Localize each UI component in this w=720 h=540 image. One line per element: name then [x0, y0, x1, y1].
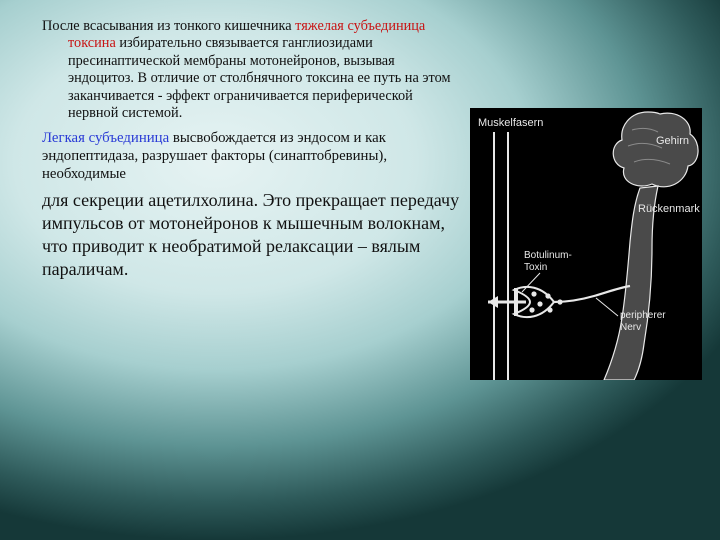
- label-botulinum-1: Botulinum-: [524, 250, 572, 261]
- label-botulinum-2: Toxin: [524, 262, 547, 273]
- p2b-text: для секреции ацетилхолина. Это прекращае…: [42, 190, 459, 279]
- paragraph-2b: для секреции ацетилхолина. Это прекращае…: [22, 189, 462, 281]
- slide: После всасывания из тонкого кишечника тя…: [0, 0, 720, 540]
- label-ruckenmark: Rückenmark: [638, 203, 700, 215]
- diagram-svg: Muskelfasern Gehirn Rückenmark: [470, 108, 702, 380]
- text-column: После всасывания из тонкого кишечника тя…: [22, 18, 462, 287]
- paragraph-2a: Легкая субъединица высвобождается из энд…: [22, 129, 462, 183]
- label-nerv-2: Nerv: [620, 322, 641, 333]
- diagram-figure: Muskelfasern Gehirn Rückenmark: [470, 108, 702, 380]
- label-gehirn: Gehirn: [656, 135, 689, 147]
- label-nerv-1: peripherer: [620, 310, 666, 321]
- paragraph-1: После всасывания из тонкого кишечника тя…: [22, 18, 462, 123]
- p1-tail: избирательно связывается ганглиозидами п…: [68, 35, 451, 121]
- p2-light-subunit: Легкая субъединица: [42, 130, 169, 146]
- brain-icon: Gehirn: [613, 112, 698, 187]
- label-muskelfasern: Muskelfasern: [478, 117, 543, 129]
- p1-lead: После всасывания из тонкого кишечника: [42, 18, 295, 34]
